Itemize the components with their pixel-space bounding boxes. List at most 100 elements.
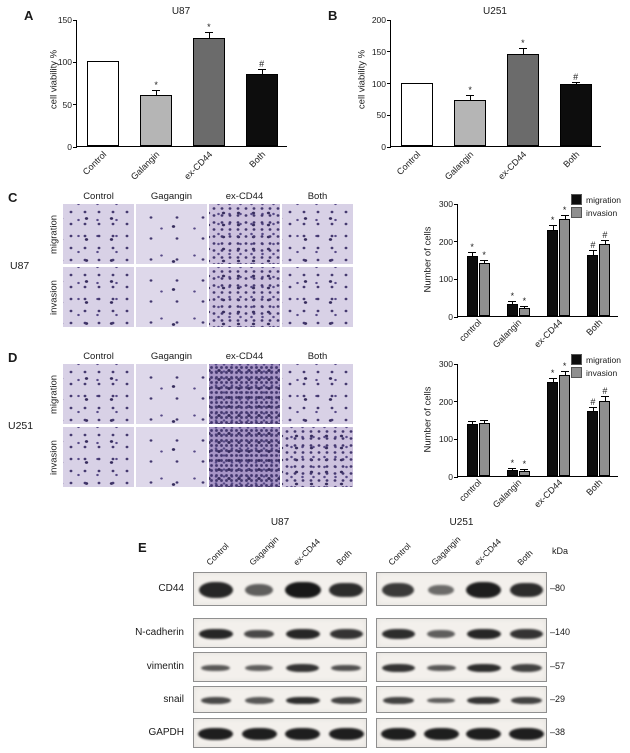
tick-label: 200: [438, 236, 453, 247]
col-header-both: Both: [307, 351, 328, 362]
col-header-excd44: ex-CD44: [225, 191, 264, 202]
micro-image: [209, 427, 280, 487]
bar: [506, 470, 518, 476]
tick-mark: [387, 19, 391, 21]
tick-mark: [387, 146, 391, 148]
tick-mark: [454, 203, 458, 205]
micro-image: [136, 364, 207, 424]
tick-label: 0: [448, 311, 453, 322]
blot-group-header-u87: U87: [270, 517, 290, 528]
micro-image: [136, 427, 207, 487]
sig-marker: *: [522, 295, 527, 306]
micro-image: [63, 364, 134, 424]
error-bar: [600, 395, 609, 401]
micro-image: [136, 204, 207, 264]
kda-label: –140: [550, 627, 571, 637]
blot-band: [381, 664, 415, 672]
sig-marker: *: [562, 205, 567, 216]
blot-band: [201, 664, 231, 672]
blot-band: [198, 628, 233, 640]
kda-label: –57: [550, 661, 566, 671]
blot-band: [426, 664, 456, 672]
col-header-gagangin: Gagangin: [150, 191, 193, 202]
legend-swatch: [571, 207, 583, 218]
micro-image: [209, 267, 280, 327]
bar: [506, 303, 518, 316]
error-bar: [204, 31, 213, 39]
tick-mark: [73, 146, 77, 148]
blot-band: [198, 727, 234, 741]
blot-group-header-u251: U251: [449, 517, 474, 528]
panel-d-label: D: [8, 350, 18, 365]
bar: [547, 230, 559, 316]
error-bar: [600, 240, 609, 245]
legend-row: migration: [571, 354, 621, 365]
blot-band: [427, 697, 456, 704]
blot-strip: [193, 618, 367, 648]
chart-legend: migration invasion: [571, 194, 621, 220]
blot-band: [467, 664, 501, 672]
lane-label: ex-CD44: [290, 536, 322, 568]
legend-swatch: [571, 354, 583, 365]
blot-row-label: N-cadherin: [135, 627, 184, 638]
tick-label: 200: [438, 396, 453, 407]
legend-swatch: [571, 367, 583, 378]
panel-a-label: A: [24, 8, 34, 23]
lane-label: Gagangin: [429, 534, 463, 568]
lane-label: Gagangin: [247, 534, 281, 568]
error-bar: [466, 95, 475, 101]
micro-image: [63, 267, 134, 327]
tick-mark: [73, 19, 77, 21]
chart-legend: migration invasion: [571, 354, 621, 380]
col-header-gagangin: Gagangin: [150, 351, 193, 362]
tick-mark: [454, 438, 458, 440]
legend-row: invasion: [571, 207, 621, 218]
tick-label: 0: [381, 141, 386, 152]
legend-label: invasion: [586, 207, 618, 218]
tick-label: 150: [57, 14, 72, 25]
col-header-control: Control: [83, 191, 114, 202]
blot-band: [509, 582, 544, 598]
sig-marker: *: [470, 241, 474, 252]
chart-plot: 0 50 100 150 * * #: [58, 16, 287, 151]
blot-strip: [376, 686, 547, 713]
sig-marker: *: [562, 361, 567, 372]
cell-line-label-u87: U87: [10, 260, 30, 272]
micro-grid-u251: [63, 364, 353, 487]
sig-marker: *: [482, 250, 486, 261]
blot-band: [244, 697, 274, 704]
bar: [245, 74, 278, 146]
bar: [587, 254, 599, 316]
blot-band: [241, 727, 277, 741]
tick-label: 100: [438, 434, 453, 445]
error-bar: [548, 377, 557, 382]
blot-strip: [193, 718, 367, 748]
blot-band: [244, 629, 275, 639]
tick-mark: [454, 316, 458, 318]
panel-e-label: E: [138, 540, 147, 555]
tick-mark: [387, 83, 391, 84]
chart-plot: 0 100 200 300 * * * * * * # #: [439, 200, 618, 321]
bar: [547, 381, 559, 476]
micro-image: [136, 267, 207, 327]
lane-label: Both: [514, 547, 535, 568]
sig-marker: #: [590, 397, 596, 408]
bar: [599, 400, 611, 476]
sig-marker: *: [154, 79, 158, 90]
tick-label: 300: [438, 358, 453, 369]
bar: [478, 423, 490, 476]
bar: [587, 411, 599, 476]
tick-label: 300: [438, 198, 453, 209]
legend-label: migration: [586, 194, 621, 205]
blot-band: [285, 628, 320, 640]
legend-row: migration: [571, 194, 621, 205]
error-bar: [468, 251, 477, 256]
chart-title: U87: [171, 6, 191, 17]
blot-row-label: vimentin: [146, 661, 184, 672]
blot-band: [285, 696, 320, 705]
blot-strip: [376, 652, 547, 682]
kda-header: kDa: [552, 546, 569, 556]
tick-label: 100: [438, 274, 453, 285]
blot-band: [381, 628, 416, 640]
